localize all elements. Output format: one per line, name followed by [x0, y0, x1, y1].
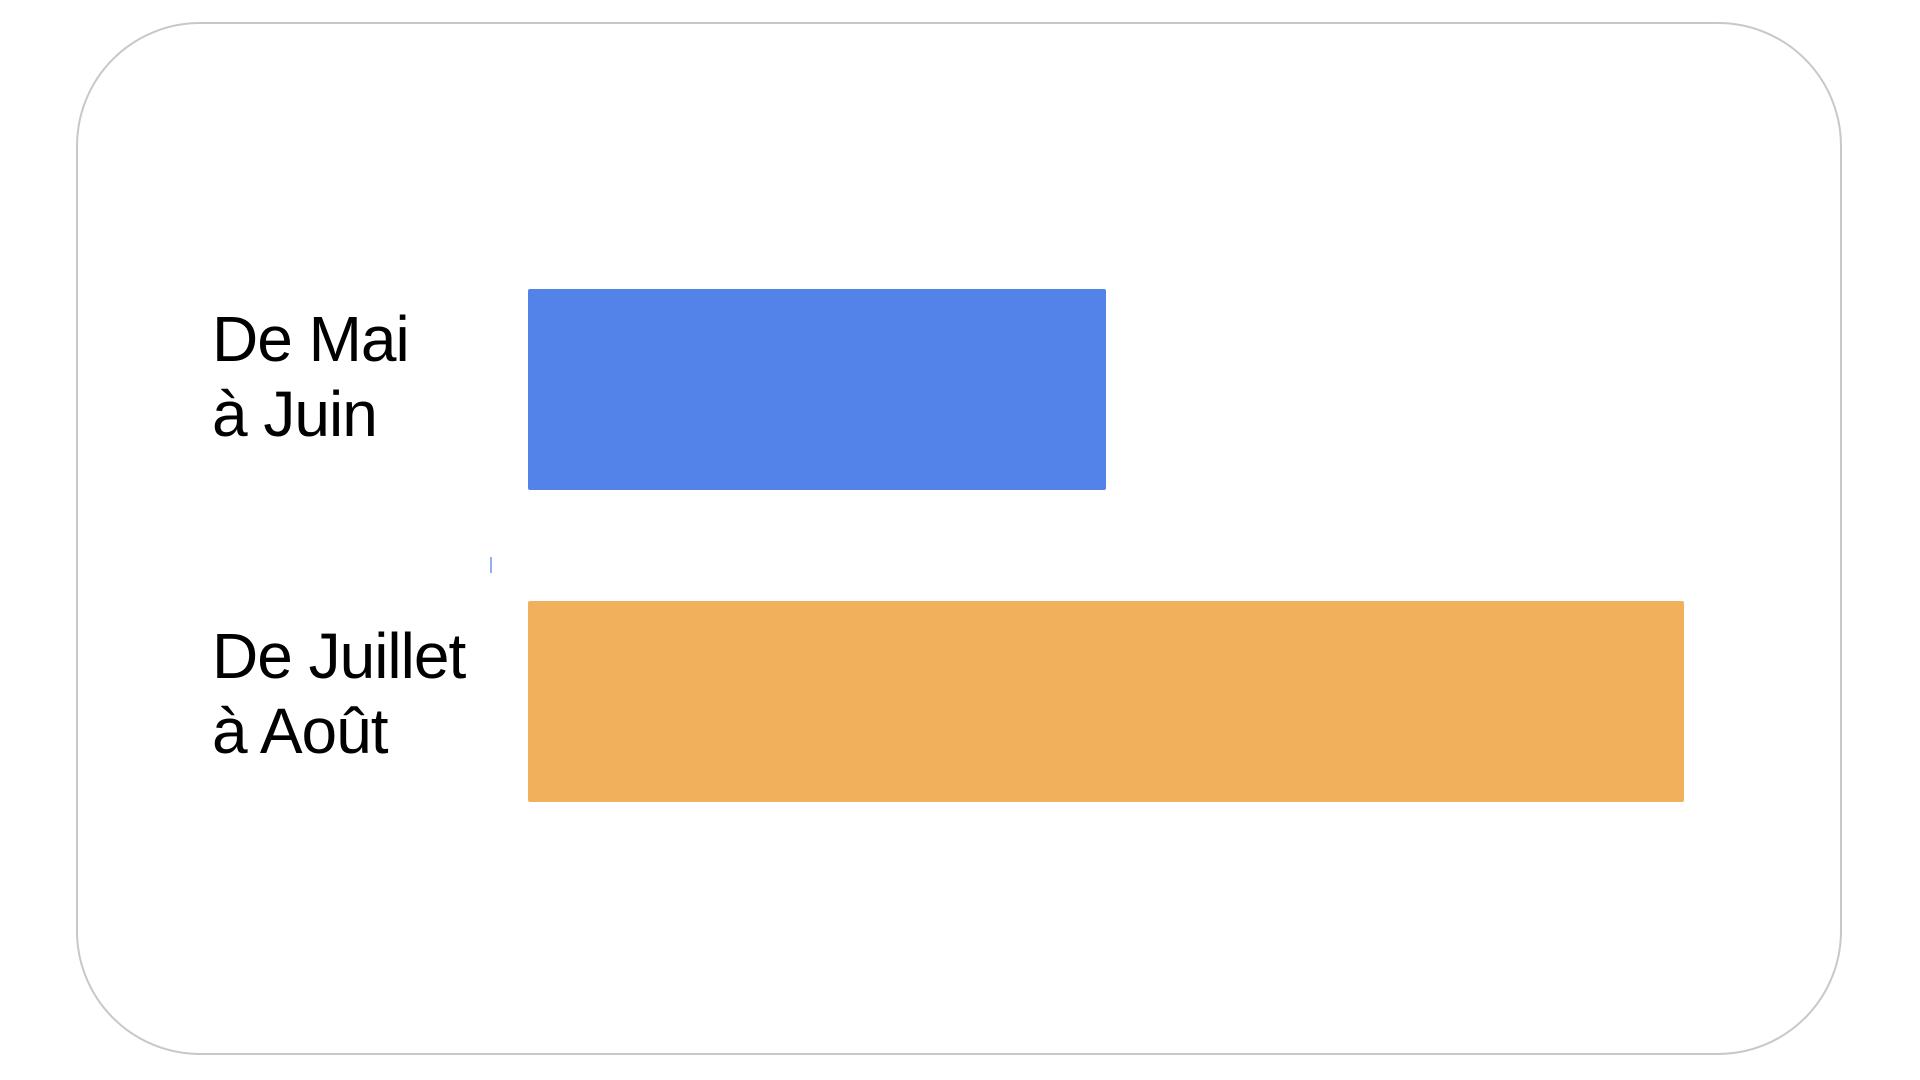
category-label-july-august: De Juillet à Août: [212, 619, 466, 769]
axis-tick-mark: [490, 557, 492, 573]
category-label-line: De Juillet: [212, 620, 466, 692]
category-label-line: à Juin: [212, 378, 378, 450]
category-label-line: De Mai: [212, 303, 410, 375]
category-label-may-june: De Mai à Juin: [212, 302, 410, 452]
category-label-line: à Août: [212, 695, 389, 767]
bar-1: [528, 289, 1106, 490]
bar-2: [528, 601, 1684, 802]
chart-card: [76, 22, 1842, 1055]
